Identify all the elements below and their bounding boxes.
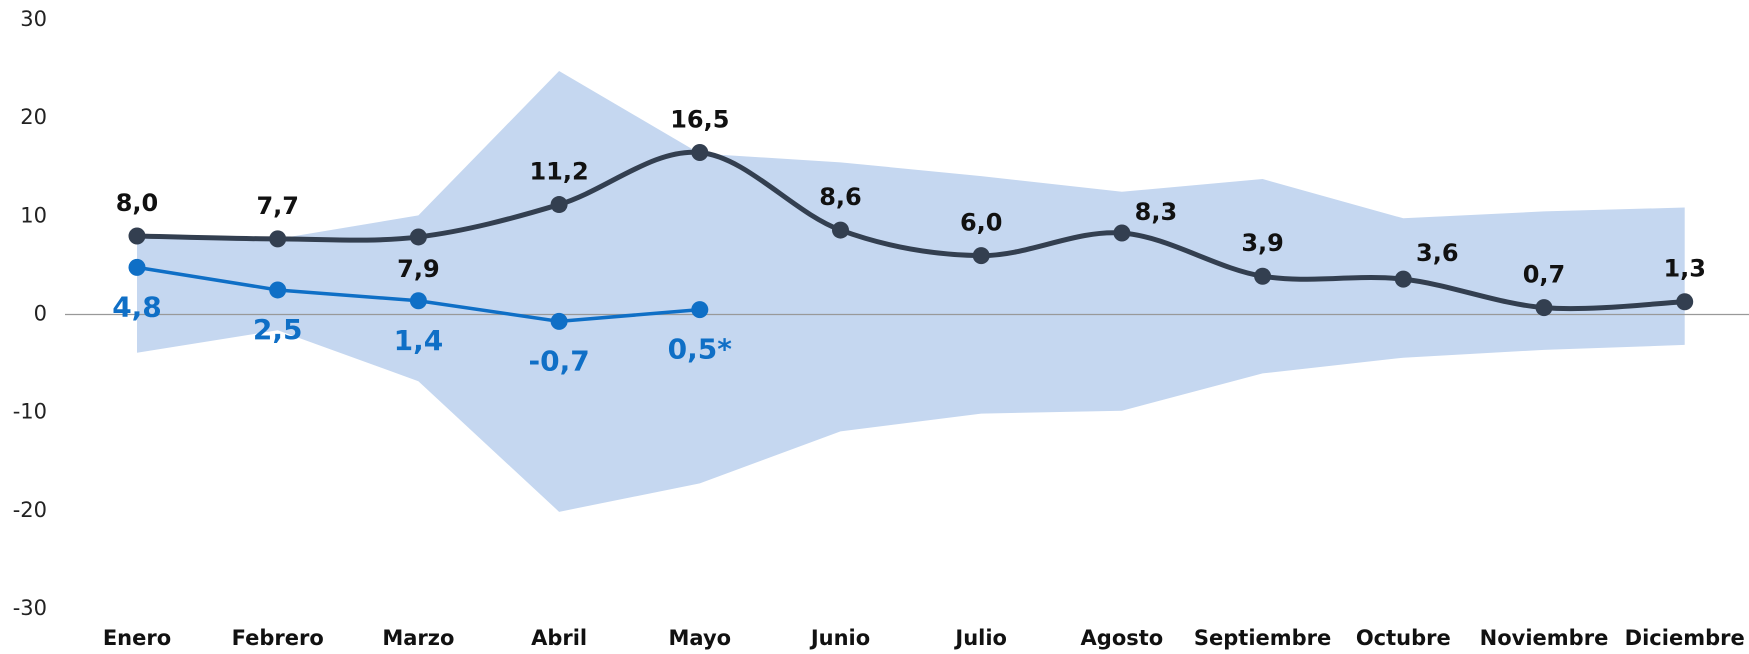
data-point: [409, 228, 427, 246]
x-tick-label: Enero: [103, 626, 171, 650]
y-tick-label: -10: [13, 400, 47, 424]
x-tick-label: Noviembre: [1480, 626, 1609, 650]
data-point: [409, 292, 427, 310]
data-point: [972, 247, 990, 265]
data-point: [269, 230, 287, 248]
y-tick-label: 10: [20, 203, 47, 227]
data-point: [1254, 267, 1272, 285]
data-label: 0,7: [1523, 261, 1566, 289]
x-tick-label: Julio: [953, 626, 1007, 650]
data-label: -0,7: [528, 344, 589, 377]
x-tick-label: Abril: [531, 626, 587, 650]
data-point: [128, 227, 146, 245]
data-point: [832, 221, 849, 239]
x-tick-label: Septiembre: [1194, 626, 1331, 650]
data-point: [1113, 224, 1131, 242]
y-tick-label: 20: [20, 105, 47, 129]
data-point: [550, 312, 568, 330]
data-point: [1535, 299, 1553, 317]
data-label: 6,0: [960, 209, 1003, 237]
data-label: 16,5: [670, 106, 729, 134]
data-label: 4,8: [112, 290, 162, 323]
data-point: [269, 281, 287, 299]
data-point: [691, 144, 709, 162]
x-tick-label: Junio: [809, 626, 870, 650]
x-tick-label: Diciembre: [1625, 626, 1745, 650]
data-label: 11,2: [529, 158, 588, 186]
data-label: 3,9: [1241, 229, 1284, 257]
data-label: 1,3: [1663, 255, 1706, 283]
data-label: 8,6: [819, 183, 862, 211]
data-label: 3,6: [1416, 239, 1459, 267]
y-tick-label: -30: [13, 596, 47, 620]
data-point: [691, 301, 709, 319]
x-tick-label: Mayo: [669, 626, 732, 650]
data-label: 8,3: [1135, 198, 1178, 226]
data-label: 0,5*: [668, 333, 733, 366]
x-tick-label: Febrero: [232, 626, 324, 650]
data-point: [1676, 293, 1694, 311]
data-label: 7,7: [256, 192, 299, 220]
data-label: 1,4: [394, 324, 444, 357]
data-point: [128, 258, 146, 276]
data-point: [1394, 270, 1412, 288]
x-tick-label: Agosto: [1081, 626, 1164, 650]
x-tick-label: Marzo: [382, 626, 454, 650]
data-point: [550, 196, 568, 214]
y-tick-label: -20: [13, 498, 47, 522]
y-tick-label: 0: [34, 302, 47, 326]
x-tick-label: Octubre: [1356, 626, 1451, 650]
data-label: 7,9: [397, 255, 440, 283]
data-label: 8,0: [116, 189, 159, 217]
y-tick-label: 30: [20, 7, 47, 31]
band-area: [137, 71, 1685, 512]
data-label: 2,5: [253, 313, 303, 346]
